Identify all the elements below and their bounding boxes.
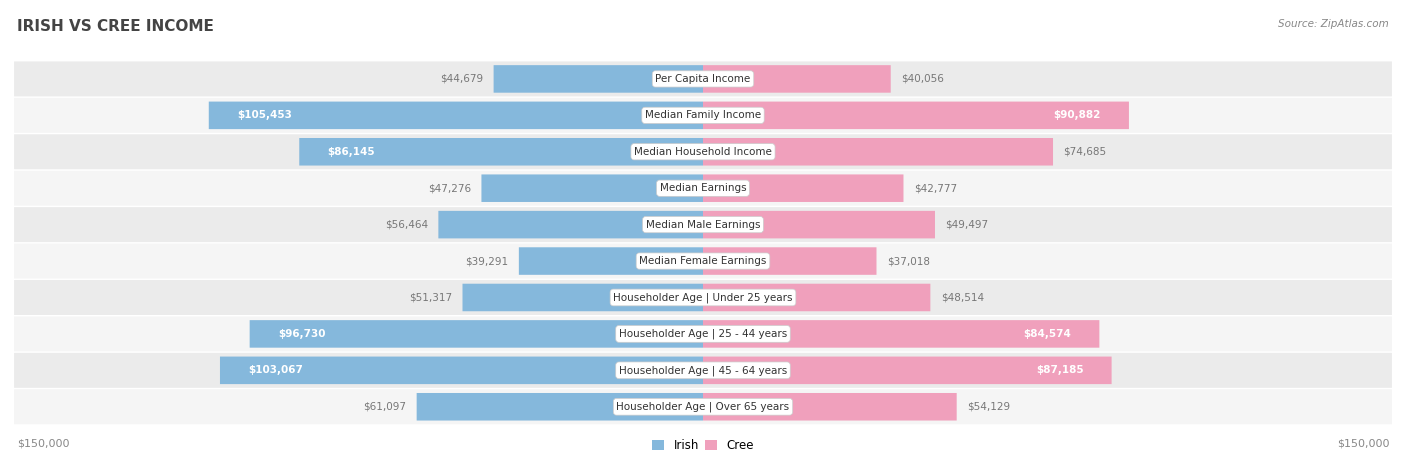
FancyBboxPatch shape <box>703 393 956 420</box>
FancyBboxPatch shape <box>703 138 1053 165</box>
Text: $150,000: $150,000 <box>1337 439 1389 449</box>
Text: $44,679: $44,679 <box>440 74 484 84</box>
Text: $86,145: $86,145 <box>328 147 375 157</box>
FancyBboxPatch shape <box>703 248 876 275</box>
FancyBboxPatch shape <box>703 175 904 202</box>
Text: $39,291: $39,291 <box>465 256 509 266</box>
Text: $90,882: $90,882 <box>1053 110 1101 120</box>
Text: Per Capita Income: Per Capita Income <box>655 74 751 84</box>
Text: Householder Age | 25 - 44 years: Householder Age | 25 - 44 years <box>619 329 787 339</box>
Legend: Irish, Cree: Irish, Cree <box>648 434 758 456</box>
Text: $48,514: $48,514 <box>941 292 984 303</box>
FancyBboxPatch shape <box>14 280 1392 315</box>
Text: $51,317: $51,317 <box>409 292 451 303</box>
FancyBboxPatch shape <box>14 207 1392 242</box>
Text: Householder Age | Over 65 years: Householder Age | Over 65 years <box>616 402 790 412</box>
Text: $54,129: $54,129 <box>967 402 1011 412</box>
FancyBboxPatch shape <box>703 102 1129 129</box>
FancyBboxPatch shape <box>463 284 703 311</box>
Text: $150,000: $150,000 <box>17 439 69 449</box>
FancyBboxPatch shape <box>439 211 703 238</box>
Text: Median Male Earnings: Median Male Earnings <box>645 219 761 230</box>
FancyBboxPatch shape <box>703 357 1112 384</box>
Text: $37,018: $37,018 <box>887 256 929 266</box>
FancyBboxPatch shape <box>481 175 703 202</box>
Text: Householder Age | Under 25 years: Householder Age | Under 25 years <box>613 292 793 303</box>
FancyBboxPatch shape <box>703 65 891 92</box>
FancyBboxPatch shape <box>519 248 703 275</box>
Text: $40,056: $40,056 <box>901 74 945 84</box>
FancyBboxPatch shape <box>299 138 703 165</box>
FancyBboxPatch shape <box>14 317 1392 351</box>
Text: $105,453: $105,453 <box>236 110 292 120</box>
FancyBboxPatch shape <box>14 62 1392 96</box>
Text: $49,497: $49,497 <box>945 219 988 230</box>
FancyBboxPatch shape <box>703 320 1099 347</box>
Text: $87,185: $87,185 <box>1036 365 1084 375</box>
Text: $84,574: $84,574 <box>1024 329 1071 339</box>
Text: $61,097: $61,097 <box>363 402 406 412</box>
FancyBboxPatch shape <box>219 357 703 384</box>
Text: Householder Age | 45 - 64 years: Householder Age | 45 - 64 years <box>619 365 787 375</box>
FancyBboxPatch shape <box>14 171 1392 205</box>
FancyBboxPatch shape <box>14 244 1392 278</box>
Text: Median Earnings: Median Earnings <box>659 183 747 193</box>
Text: Median Household Income: Median Household Income <box>634 147 772 157</box>
FancyBboxPatch shape <box>14 353 1392 388</box>
FancyBboxPatch shape <box>14 98 1392 133</box>
Text: $42,777: $42,777 <box>914 183 957 193</box>
Text: $47,276: $47,276 <box>427 183 471 193</box>
Text: $96,730: $96,730 <box>278 329 325 339</box>
FancyBboxPatch shape <box>703 284 931 311</box>
Text: IRISH VS CREE INCOME: IRISH VS CREE INCOME <box>17 19 214 34</box>
FancyBboxPatch shape <box>208 102 703 129</box>
FancyBboxPatch shape <box>14 389 1392 424</box>
Text: Median Female Earnings: Median Female Earnings <box>640 256 766 266</box>
FancyBboxPatch shape <box>416 393 703 420</box>
FancyBboxPatch shape <box>250 320 703 347</box>
Text: Source: ZipAtlas.com: Source: ZipAtlas.com <box>1278 19 1389 28</box>
FancyBboxPatch shape <box>494 65 703 92</box>
FancyBboxPatch shape <box>14 134 1392 169</box>
Text: $103,067: $103,067 <box>247 365 302 375</box>
Text: $56,464: $56,464 <box>385 219 427 230</box>
Text: $74,685: $74,685 <box>1063 147 1107 157</box>
FancyBboxPatch shape <box>703 211 935 238</box>
Text: Median Family Income: Median Family Income <box>645 110 761 120</box>
